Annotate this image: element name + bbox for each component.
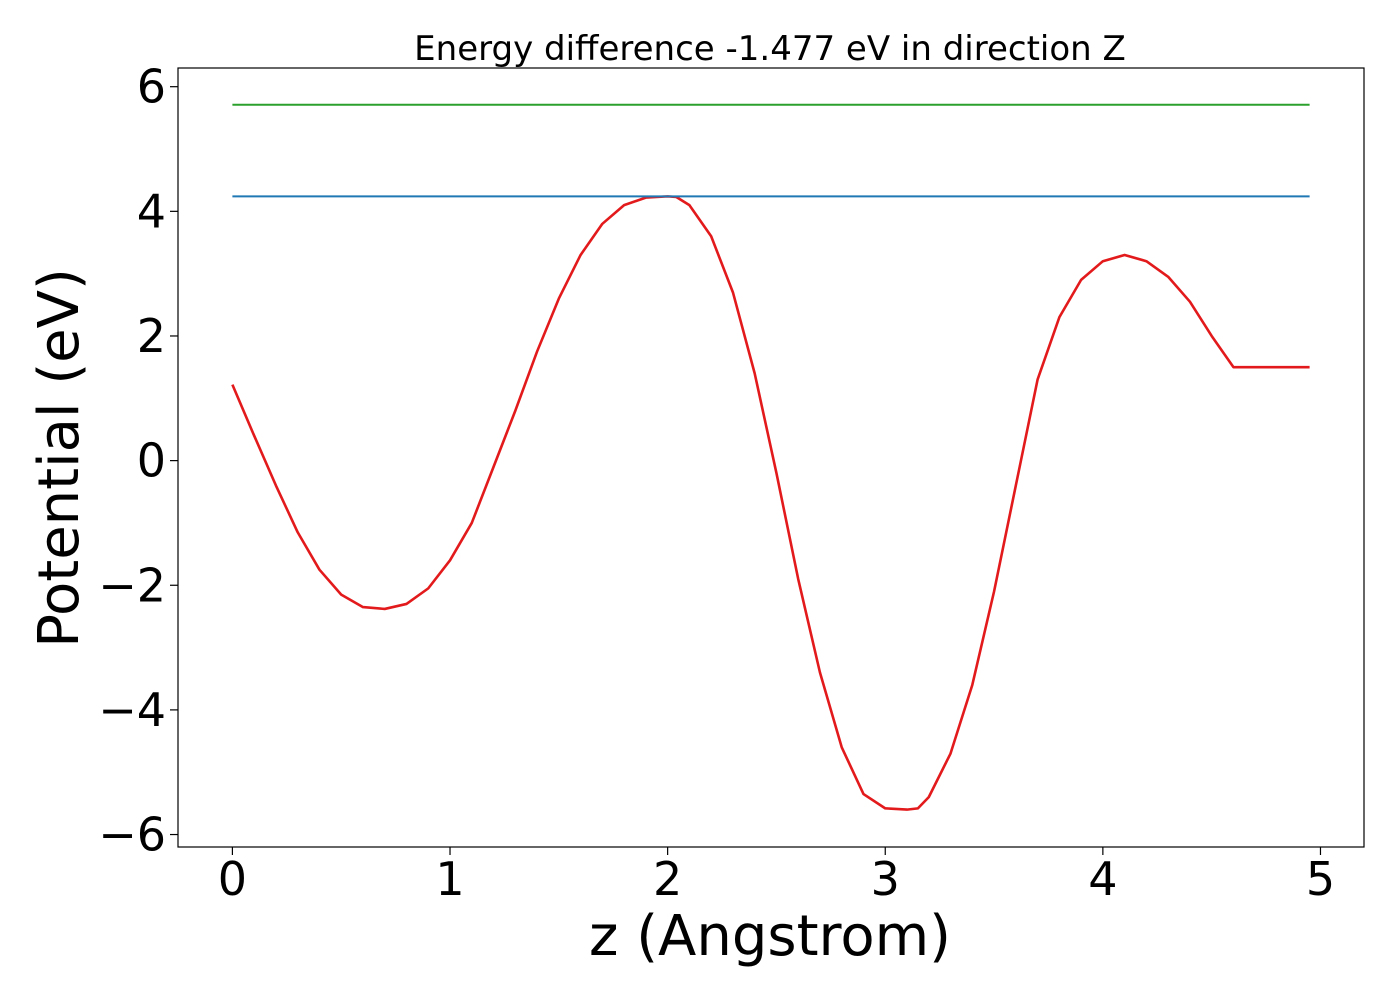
y-axis-label: Potential (eV) (27, 268, 92, 648)
plot-area (231, 103, 1310, 811)
x-tick-label: 5 (1306, 852, 1335, 906)
y-tick-label: −2 (98, 558, 166, 612)
y-tick-label: 6 (137, 60, 166, 114)
x-tick-label: 2 (653, 852, 682, 906)
x-tick-label: 1 (435, 852, 464, 906)
x-tick-label: 4 (1088, 852, 1117, 906)
series-line-0 (231, 195, 1310, 811)
x-axis: 0 1 2 3 4 5 (218, 847, 1335, 906)
y-tick-label: 4 (137, 184, 166, 238)
x-tick-label: 3 (871, 852, 900, 906)
y-tick-label: 2 (137, 309, 166, 363)
x-axis-label: z (Angstrom) (589, 904, 951, 969)
x-tick-label: 0 (218, 852, 247, 906)
y-tick-label: −6 (98, 808, 166, 862)
y-axis: 6 4 2 0 −2 −4 −6 (98, 60, 178, 862)
chart-title: Energy difference -1.477 eV in direction… (414, 29, 1126, 69)
plot-frame (177, 67, 1365, 848)
y-tick-label: −4 (98, 683, 166, 737)
y-tick-label: 0 (137, 434, 166, 488)
